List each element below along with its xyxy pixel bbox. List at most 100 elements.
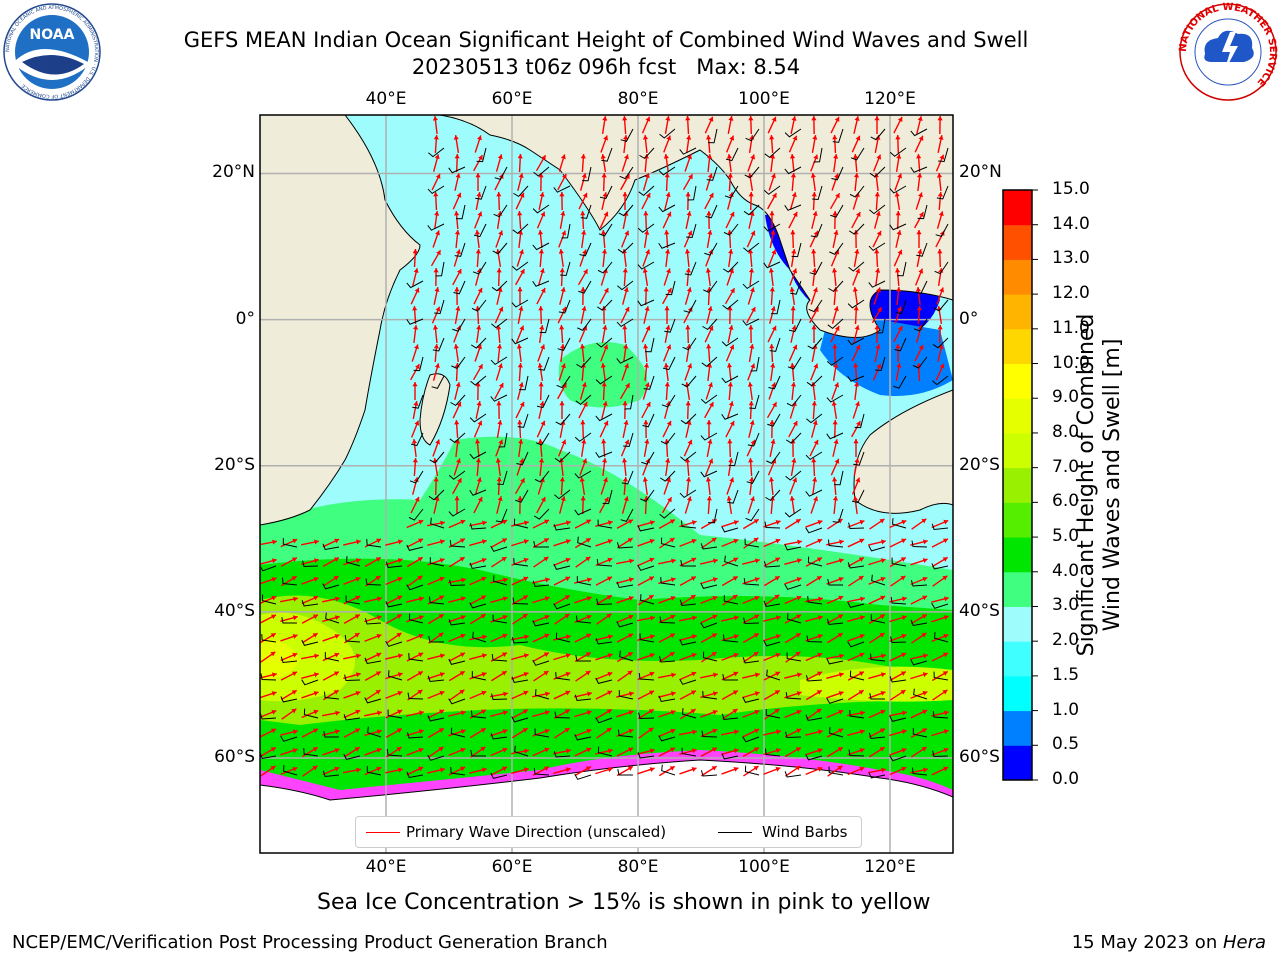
wave-arrow-head [543,652,549,657]
wind-barb [578,280,592,294]
wave-arrow-head [728,249,734,254]
wind-barb [771,299,781,315]
wave-arrow-head [433,135,439,140]
wind-barb [703,280,718,293]
wave-arrow-head [768,268,774,273]
wave-arrow-head [791,192,797,198]
wave-arrow-head [565,671,571,677]
wind-barb [301,600,319,607]
wind-barb [868,545,886,552]
wind-barb [430,517,445,529]
colorbar-tick-label: 10.0 [1052,352,1090,373]
wind-barb [576,576,592,586]
wave-arrow-head [775,520,781,525]
wind-barb [533,166,550,177]
wave-arrow-head [854,249,860,254]
wave-arrow-head [901,519,907,525]
wind-barb [934,632,949,643]
wind-barb [827,539,844,548]
colorbar-segment [1003,328,1032,365]
wave-arrow-head [771,382,776,388]
wave-arrow-head [312,747,318,752]
wave-arrow-head [817,519,823,525]
wave-arrow-head [561,230,567,236]
wave-arrow-head [544,728,550,734]
chart-title: GEFS MEAN Indian Ocean Significant Heigh… [183,28,1029,52]
wind-barb [595,677,613,684]
wave-arrow-head [775,748,781,754]
wave-arrow-head [834,173,839,179]
colorbar-segment [1003,363,1032,399]
wave-arrow-head [481,539,487,545]
wind-barb [890,597,907,605]
wind-barb [513,518,529,529]
wind-barb [535,689,550,700]
wave-arrow-head [730,288,735,294]
wind-barb [664,318,676,333]
wave-arrow-head [440,767,445,773]
wave-arrow-head [921,614,927,619]
wave-arrow-head [438,728,444,733]
wave-arrow-head [817,634,823,639]
wave-arrow-head [582,458,588,464]
wave-arrow-head [623,344,629,349]
wave-arrow-head [376,652,382,658]
wave-arrow-head [835,193,840,199]
wave-arrow-head [811,458,817,463]
wave-arrow-head [455,439,461,444]
wave-arrow-head [922,539,928,545]
wind-barb [557,337,571,351]
colorbar-segment [1003,571,1032,607]
wave-arrow-head [728,192,734,198]
lat-tick-right: 0° [959,308,979,329]
wave-arrow-head [711,633,717,638]
wind-barb [828,280,844,293]
wave-arrow-head [414,496,420,502]
wind-barb [514,745,529,757]
wave-arrow-head [587,691,592,697]
wave-arrow-head [775,766,781,772]
wave-arrow-head [706,135,712,140]
wave-arrow-head [455,249,461,255]
wind-barb [346,556,361,567]
wind-barb [471,299,487,312]
colorbar-segment [1003,710,1032,746]
wave-arrow-head [923,767,928,773]
wave-arrow-head [376,615,382,621]
wave-arrow-head [854,325,860,331]
wave-arrow-head [859,729,865,735]
wave-arrow-head [795,747,801,752]
wind-barb [728,451,739,467]
wave-arrow-head [832,496,839,501]
wind-barb [492,614,508,624]
wave-arrow-head [666,420,672,426]
wave-arrow-head [474,230,480,235]
wave-arrow-head [503,577,508,583]
wave-arrow-head [434,363,440,369]
wave-arrow-head [291,690,297,695]
wave-arrow-head [923,653,928,659]
wave-arrow-head [880,709,886,715]
wave-arrow-head [774,690,780,695]
wave-arrow-head [480,746,486,752]
wave-arrow-head [538,439,544,444]
wave-arrow-head [601,439,607,444]
colorbar-segment [1003,502,1032,538]
wind-barb [491,654,508,662]
wave-arrow-head [623,496,629,502]
wave-arrow-head [271,672,277,678]
wind-barb [788,318,802,333]
wave-arrow-head [538,382,544,387]
wind-barb [434,299,445,314]
wind-barb [532,659,550,666]
wind-barb [806,375,823,387]
wave-arrow-head [606,709,612,714]
wave-arrow-head [663,363,669,368]
wind-barb [700,394,718,404]
wave-arrow-head [585,652,591,657]
wave-arrow-head [747,382,753,387]
wave-arrow-head [539,192,545,197]
wave-arrow-head [560,287,566,293]
wave-arrow-head [481,672,487,677]
wave-arrow-head [418,747,424,753]
